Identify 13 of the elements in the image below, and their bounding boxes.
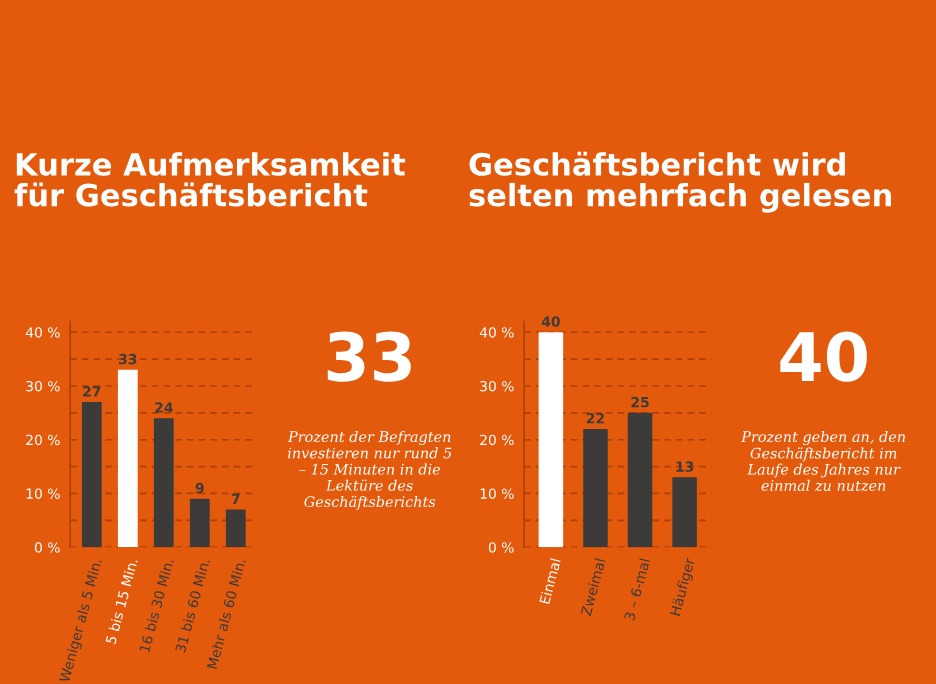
chart-title: Kurze Aufmerksamkeit für Geschäftsbericht: [14, 152, 406, 207]
text: 40: [780, 331, 867, 382]
bar: [189, 498, 210, 548]
bar: [627, 412, 653, 548]
bar: [672, 477, 697, 548]
bar: [117, 369, 138, 548]
bar: [583, 428, 608, 548]
bar: [153, 418, 174, 548]
text: 33: [327, 331, 411, 382]
bar: [81, 402, 102, 548]
bar: [225, 509, 246, 548]
bar: [538, 332, 564, 548]
chart-title: Geschäftsbericht wird selten mehrfach gelesen: [469, 151, 891, 213]
